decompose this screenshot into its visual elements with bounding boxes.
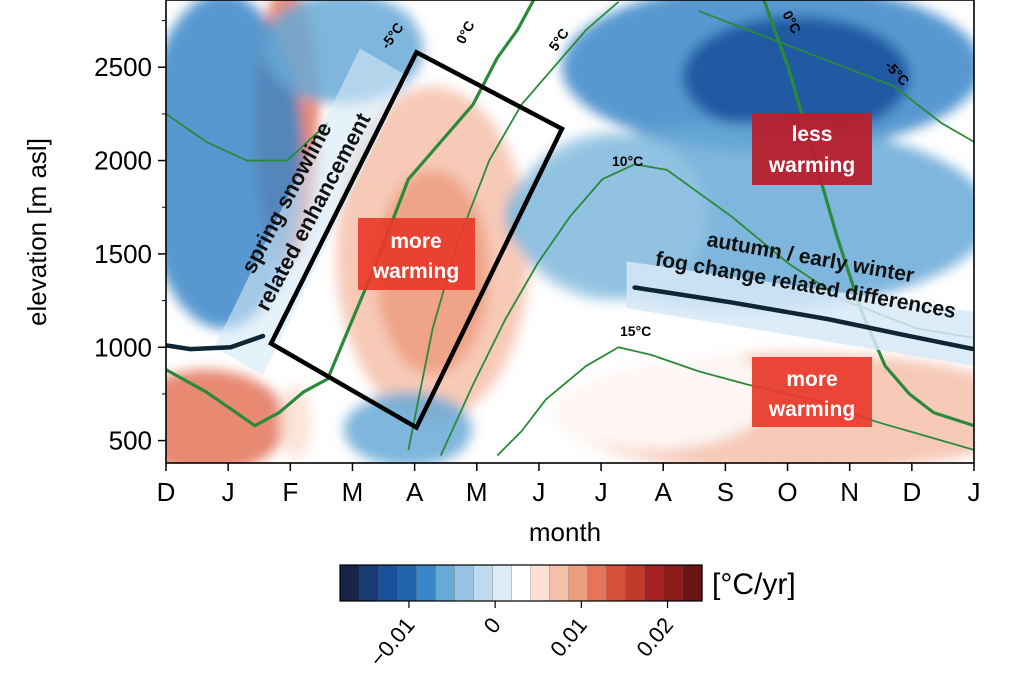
snowline-curve <box>166 333 266 352</box>
x-tick-label: J <box>532 477 545 507</box>
x-tick-label: D <box>902 477 921 507</box>
x-tick-label: J <box>968 477 981 507</box>
label-line: warming <box>768 154 855 177</box>
colorbar-cell <box>644 564 665 602</box>
x-tick-label: J <box>222 477 235 507</box>
colorbar-tick-label: 0.01 <box>545 613 592 662</box>
colorbar-unit: [°C/yr] <box>712 568 796 601</box>
label-line: more <box>390 230 441 253</box>
x-tick-label: J <box>595 477 608 507</box>
isotherm-line <box>166 0 536 428</box>
colorbar-cell <box>397 564 417 602</box>
label-line: warming <box>372 260 459 283</box>
x-tick-label: N <box>840 477 859 507</box>
x-tick-label: O <box>777 477 797 507</box>
isotherm-label: 10°C <box>612 153 643 169</box>
more-warming-low-label: more warming <box>752 357 872 427</box>
trend-patch <box>529 337 772 450</box>
colorbar-cell <box>339 564 360 602</box>
isotherm-line <box>407 1 620 451</box>
plot-frame <box>165 0 975 464</box>
y-tick-label: 500 <box>109 426 152 456</box>
colorbar-cell <box>663 564 684 602</box>
y-tick-label: 2000 <box>94 146 152 176</box>
x-tick-label: M <box>342 477 364 507</box>
x-tick-label: A <box>655 477 673 507</box>
colorbar-cell <box>568 564 589 602</box>
more-warming-mid-label: more warming <box>358 218 475 290</box>
colorbar-tick-label: 0.02 <box>631 613 678 662</box>
colorbar-cell <box>435 564 455 602</box>
y-axis: 500 1000 1500 2000 2500 <box>94 20 166 456</box>
colorbar-tick-label: 0 <box>479 613 506 638</box>
colorbar-cell <box>473 564 494 602</box>
colorbar-cell <box>606 564 627 602</box>
x-tick-label: F <box>282 477 298 507</box>
colorbar-cell <box>358 564 379 602</box>
colorbar-tick-label: −0.01 <box>365 613 420 672</box>
trend-patch <box>683 16 910 137</box>
y-axis-label: elevation [m asl] <box>22 138 52 326</box>
label-line: less <box>792 123 833 146</box>
label-line: warming <box>768 398 855 421</box>
label-line: more <box>786 368 837 391</box>
colorbar-cell <box>454 564 475 602</box>
annotation-overlays <box>166 48 974 431</box>
isotherm-line <box>166 113 329 162</box>
x-tick-label: A <box>406 477 424 507</box>
colorbar-cell <box>530 564 551 602</box>
colorbar-cell <box>511 564 532 602</box>
trend-patch <box>343 392 474 463</box>
label-background <box>752 357 872 427</box>
colorbar-cell <box>377 564 398 602</box>
trend-patch <box>166 369 288 463</box>
y-tick-label: 2500 <box>94 52 152 82</box>
colorbar-cell <box>682 564 703 602</box>
colorbar-cells <box>339 564 703 602</box>
highlight-box <box>268 49 565 431</box>
fog-line <box>632 285 974 352</box>
x-tick-label: D <box>157 477 176 507</box>
trend-patch <box>279 384 312 460</box>
colorbar-cell <box>492 564 513 602</box>
colorbar-cell <box>625 564 646 602</box>
x-tick-label: S <box>717 477 734 507</box>
colorbar-cell <box>549 564 570 602</box>
snowline-band <box>214 48 409 376</box>
less-warming-label: less warming <box>752 113 872 185</box>
label-background <box>752 113 872 185</box>
y-tick-label: 1000 <box>94 332 152 362</box>
colorbar-frame <box>339 564 703 602</box>
colorbar-cell <box>587 564 608 602</box>
y-tick-label: 1500 <box>94 239 152 269</box>
trend-patch <box>513 132 708 301</box>
isotherm-label: 15°C <box>620 323 651 339</box>
isotherm-line <box>698 10 974 143</box>
x-axis-label: month <box>529 517 601 547</box>
colorbar-ticks: −0.01 0 0.01 0.02 <box>365 601 678 672</box>
colorbar: −0.01 0 0.01 0.02 [°C/yr] <box>339 564 796 672</box>
x-tick-label: M <box>466 477 488 507</box>
plot-area <box>166 0 974 463</box>
colorbar-cell <box>416 564 436 602</box>
label-background <box>358 218 475 290</box>
